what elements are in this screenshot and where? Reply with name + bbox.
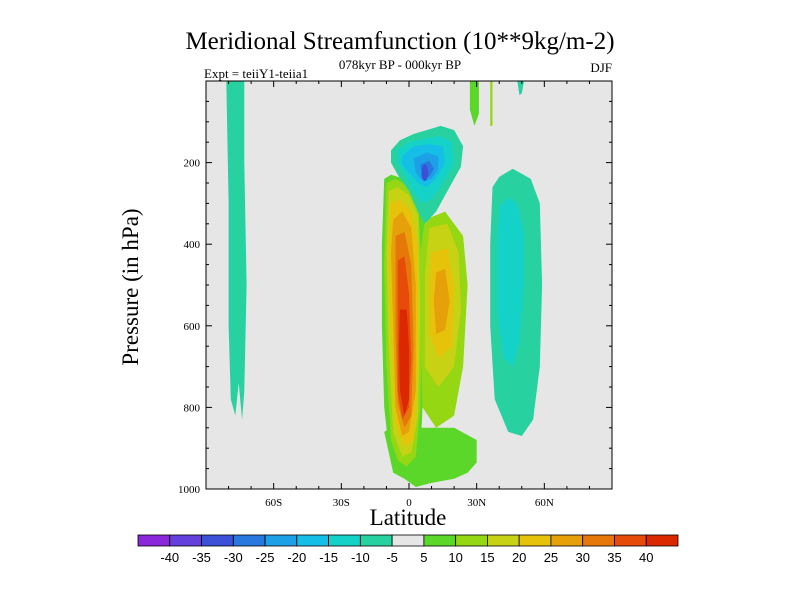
season-label: DJF [590,60,612,75]
colorbar-label: -40 [160,550,179,565]
colorbar-swatch [614,534,647,547]
contour-north-pos-25 [433,268,450,334]
colorbar-swatch [296,534,329,547]
contour-fill-layer [226,81,543,487]
colorbar-label: 35 [607,550,621,565]
x-tick-label: 30N [467,497,486,509]
contour-north-neg-10 [497,197,524,367]
colorbar-label: -35 [192,550,211,565]
colorbar-swatch [201,534,234,547]
colorbar-label: -5 [386,550,398,565]
y-tick-label: 1000 [178,484,201,496]
experiment-label: Expt = teiiY1-teiia1 [204,66,309,81]
contour-top-pos-5 [469,81,479,126]
contour-south-neg-5 [226,81,247,420]
colorbar-swatch [518,534,552,547]
colorbar-label: -10 [351,550,370,565]
colorbar-swatch [487,534,520,547]
y-tick-label: 200 [184,158,201,170]
y-tick-label: 800 [184,402,201,414]
colorbar-label: -25 [256,550,275,565]
colorbar-label: -30 [224,550,243,565]
colorbar: -40 -35 -30 -25 -20 -15 -10 -5 5 10 15 20 25 30 35 40 [137,534,679,565]
y-tick-label: 600 [184,321,201,333]
colorbar-label: 40 [639,550,653,565]
contour-upper-neg-30 [421,164,429,181]
x-tick-label: 60S [265,497,282,509]
y-tick-label: 400 [184,239,201,251]
x-axis-label: Latitude [369,505,447,530]
colorbar-label: 20 [512,550,526,565]
colorbar-swatch [455,534,488,547]
x-tick-label: 0 [406,497,412,509]
chart-subtitle: 078kyr BP - 000kyr BP [338,57,462,72]
chart-title: Meridional Streamfunction (10**9kg/m-2) [185,28,615,55]
contour-top-pos-10 [490,81,493,126]
x-tick-label: 30S [333,497,350,509]
colorbar-swatch [264,534,298,547]
colorbar-swatch [137,534,171,547]
colorbar-label: 15 [480,550,494,565]
contour-top-neg-5 [517,81,524,96]
x-tick-label: 60N [535,497,554,509]
colorbar-swatch [328,534,361,547]
colorbar-label: 30 [575,550,589,565]
axis-ticks: 60S 30S 0 30N 60N 200 400 600 800 1000 [178,81,612,509]
colorbar-swatch [645,534,679,547]
colorbar-label: -20 [287,550,306,565]
colorbar-label: 5 [420,550,427,565]
colorbar-swatch [582,534,615,547]
contour-tropical-pos-40 [398,309,409,416]
colorbar-swatch [550,534,584,547]
colorbar-swatch [232,534,266,547]
colorbar-swatch [359,534,393,547]
colorbar-swatch [391,534,425,547]
colorbar-swatch [423,534,457,547]
colorbar-label: -15 [319,550,338,565]
colorbar-label: 10 [448,550,462,565]
colorbar-label: 25 [544,550,558,565]
colorbar-swatch [169,534,202,547]
